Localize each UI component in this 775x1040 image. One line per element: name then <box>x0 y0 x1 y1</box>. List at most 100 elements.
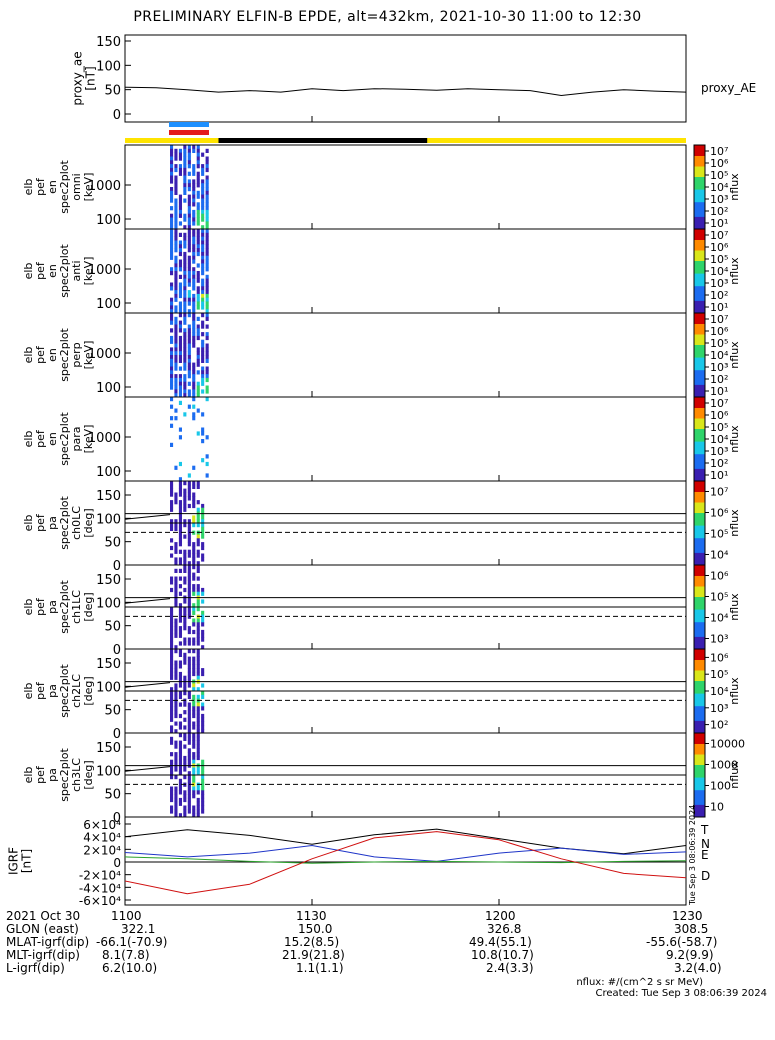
ae-ytick-label: 150 <box>96 35 121 50</box>
colorbar-tick-label: 10⁴ <box>710 265 729 278</box>
colorbar-cell <box>694 575 705 579</box>
spectrogram-cell <box>187 488 191 493</box>
spectrogram-cell <box>196 813 200 818</box>
colorbar-cell <box>694 184 705 188</box>
colorbar-cell <box>694 772 705 776</box>
spectrogram-cell <box>178 530 182 535</box>
spectrogram-cell <box>196 549 200 554</box>
spectrogram-cell <box>187 534 191 539</box>
spectrogram-cell <box>196 786 200 791</box>
spectrogram-cell <box>192 316 196 321</box>
spectrogram-cell <box>178 339 182 344</box>
spectrogram-cell <box>192 267 196 272</box>
spectrogram-cell <box>187 584 191 589</box>
colorbar-cell <box>694 252 705 255</box>
footer-value: 49.4(55.1) <box>469 935 532 949</box>
spectrogram-cell <box>205 232 209 237</box>
colorbar-cell <box>694 770 705 774</box>
spectrogram-cell <box>196 542 200 547</box>
spectrogram-cell <box>187 362 191 367</box>
spectrogram-cell <box>192 587 196 593</box>
spectrogram-cell <box>183 618 187 623</box>
colorbar-cell <box>694 397 705 400</box>
spectrogram-cell <box>178 519 182 524</box>
ae-ylabel: proxy_ae [nT] <box>71 51 98 105</box>
spectrogram-cell <box>170 790 174 795</box>
colorbar-cell <box>694 779 705 782</box>
spectrogram-cell <box>183 263 187 268</box>
spectrogram-cell <box>201 458 205 463</box>
footer-value: 1100 <box>111 909 142 923</box>
spectrogram-cell <box>178 752 182 757</box>
spectrogram-cell <box>187 794 191 799</box>
spectrogram-cell <box>183 240 187 245</box>
spectrogram-cell <box>174 603 178 608</box>
spectrogram-cell <box>178 652 182 657</box>
colorbar-cell <box>694 741 705 744</box>
science-zone-red <box>169 130 209 135</box>
spectrogram-cell <box>170 213 174 218</box>
spectrogram-cell <box>187 683 191 688</box>
spectrogram-cell <box>183 412 187 417</box>
spectrogram-cell <box>187 313 191 318</box>
spectrogram-cell <box>192 362 196 367</box>
spectrogram-cell <box>174 290 178 295</box>
spectrogram-cell <box>187 301 191 306</box>
spectrogram-cell <box>174 293 178 299</box>
spectrogram-cell <box>170 206 174 211</box>
colorbar-cell <box>694 388 705 392</box>
colorbar-cell <box>694 798 705 801</box>
footer-value: 8.1(7.8) <box>102 948 150 962</box>
spectrogram-cell <box>170 397 174 402</box>
spectrogram-cell <box>170 148 174 153</box>
spectrogram-cell <box>192 713 196 719</box>
colorbar-cell <box>694 422 705 425</box>
spectrogram-cell <box>178 542 182 547</box>
spectrogram-cell <box>178 385 182 390</box>
spectrogram-cell <box>192 389 196 394</box>
colorbar-cell <box>694 319 705 322</box>
spectrogram-cell <box>174 164 178 169</box>
colorbar-cell <box>694 709 705 713</box>
spectrogram-cell <box>192 492 196 497</box>
spectrogram-cell <box>201 351 205 356</box>
spectrogram-cell <box>183 251 187 257</box>
colorbar-cell <box>694 529 705 532</box>
spectrogram-cell <box>174 584 178 589</box>
spectrogram-cell <box>201 217 205 222</box>
spectrogram-cell <box>187 580 191 585</box>
colorbar-cell <box>694 151 705 154</box>
axis-label-line: nflux <box>728 593 741 621</box>
spectrogram-cell <box>192 381 196 386</box>
colorbar-cell <box>694 214 705 217</box>
spectrogram-cell <box>201 805 205 810</box>
spectrogram-cell <box>187 587 191 593</box>
created-stamp: Created: Tue Sep 3 08:06:39 2024 <box>595 988 768 999</box>
spectrogram-cell <box>187 370 191 375</box>
spectrogram-cell <box>187 664 191 669</box>
spectrogram-cell <box>170 607 174 612</box>
spectrogram-cell <box>170 251 174 257</box>
spectrogram-cell <box>174 683 178 688</box>
spectrogram-cell <box>192 710 196 715</box>
spectrogram-cell <box>174 671 178 677</box>
spectrogram-cell <box>187 209 191 215</box>
spectrogram-cell <box>187 164 191 169</box>
spectrogram-cell <box>178 503 182 509</box>
spectrogram-cell <box>205 290 209 295</box>
spectrogram-cell <box>178 427 182 432</box>
colorbar-cell <box>694 310 705 314</box>
spectrogram-cell <box>170 637 174 642</box>
spectrogram-cell <box>183 156 187 161</box>
spectrogram-cell <box>201 271 205 276</box>
spectrogram-cell <box>178 507 182 512</box>
colorbar-cell <box>694 499 705 503</box>
axis-label-line: spec2plot <box>58 412 71 466</box>
spectrogram-cell <box>170 725 174 730</box>
spectrogram-cell <box>196 622 200 627</box>
spectrogram-cell <box>201 691 205 696</box>
spectrogram-cell <box>205 332 209 337</box>
spectrogram-cell <box>178 374 182 379</box>
spectrogram-cell <box>187 713 191 719</box>
spectrogram-cell <box>174 576 178 581</box>
